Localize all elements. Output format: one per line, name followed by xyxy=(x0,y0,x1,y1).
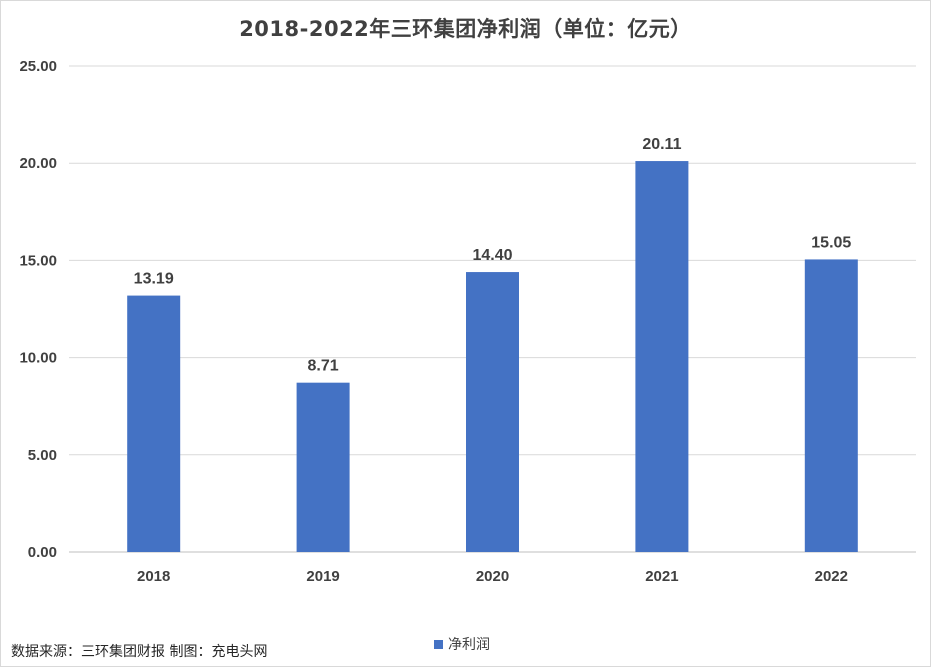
data-label: 14.40 xyxy=(472,247,512,264)
data-label: 8.71 xyxy=(308,358,339,375)
bar xyxy=(127,295,181,552)
y-tick-label: 25.00 xyxy=(19,58,57,75)
y-tick-label: 5.00 xyxy=(28,447,57,464)
legend-swatch xyxy=(434,639,443,649)
legend: 净利润 xyxy=(434,634,490,654)
y-tick-label: 0.00 xyxy=(28,544,57,561)
bar xyxy=(466,272,519,552)
x-tick-label: 2019 xyxy=(306,568,339,585)
chart-title: 2018-2022年三环集团净利润（单位：亿元） xyxy=(239,17,692,41)
x-tick-label: 2018 xyxy=(137,568,170,585)
y-tick-label: 20.00 xyxy=(19,155,57,172)
x-tick-label: 2022 xyxy=(815,568,848,585)
y-axis-ticks: 0.00 5.00 10.00 15.00 20.00 25.00 xyxy=(19,58,57,561)
source-note: 数据来源：三环集团财报 制图：充电头网 xyxy=(11,644,268,660)
x-tick-label: 2021 xyxy=(645,568,678,585)
data-label: 13.19 xyxy=(134,271,174,288)
bars xyxy=(127,161,858,553)
data-label: 15.05 xyxy=(811,234,851,251)
y-tick-label: 10.00 xyxy=(19,350,57,367)
data-label: 20.11 xyxy=(642,136,681,153)
chart-plot: 0.00 5.00 10.00 15.00 20.00 25.00 13.19 8.71 14… xyxy=(19,58,916,585)
x-tick-label: 2020 xyxy=(476,568,509,585)
data-labels: 13.19 8.71 14.40 20.11 15.05 xyxy=(134,136,852,375)
legend-label: 净利润 xyxy=(448,637,490,653)
x-axis-ticks: 2018 2019 2020 2021 2022 xyxy=(137,568,848,585)
bar xyxy=(635,161,689,553)
y-tick-label: 15.00 xyxy=(19,252,57,269)
bar xyxy=(804,259,858,552)
bar xyxy=(296,382,350,552)
